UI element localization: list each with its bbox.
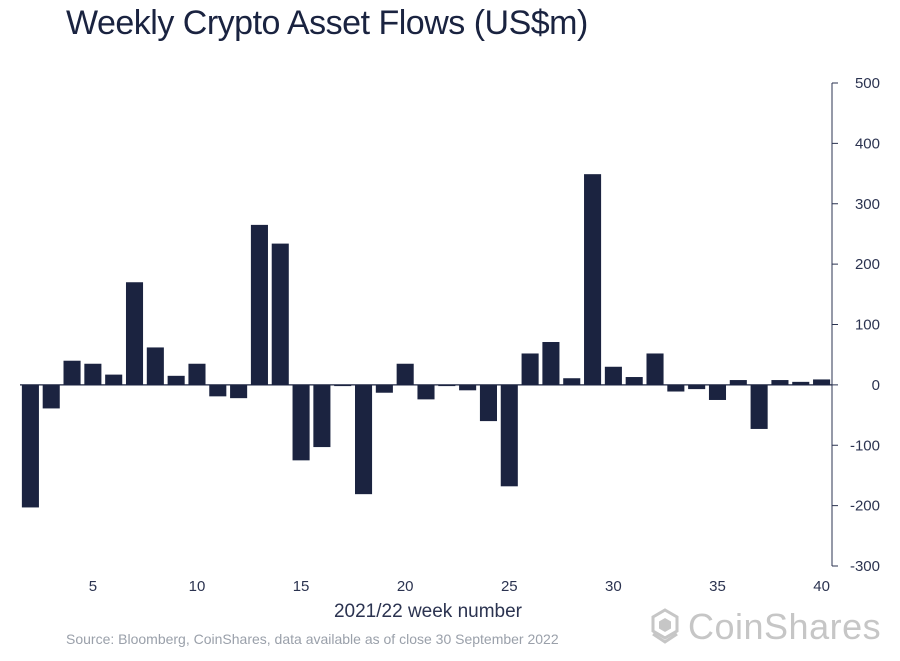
y-tick-label: 100 (855, 317, 880, 334)
bar-week-18 (355, 384, 373, 495)
bar-week-2 (21, 384, 39, 508)
source-note: Source: Bloomberg, CoinShares, data avai… (66, 631, 559, 647)
bar-week-20 (396, 363, 414, 385)
bar-week-34 (688, 384, 706, 390)
bar-week-29 (584, 174, 602, 385)
bar-week-26 (521, 353, 539, 385)
y-tick-label: -100 (850, 437, 880, 454)
bar-week-5 (84, 363, 102, 385)
bar-week-36 (729, 380, 747, 385)
bar-week-12 (230, 384, 248, 399)
bar-week-21 (417, 384, 435, 400)
bar-week-35 (708, 384, 727, 400)
x-tick-label: 10 (189, 578, 206, 595)
bar-week-40 (813, 379, 831, 385)
bar-week-38 (771, 380, 789, 385)
x-tick-label: 35 (709, 578, 726, 595)
x-tick-label: 20 (397, 578, 414, 595)
y-tick-label: 300 (855, 196, 880, 213)
bar-week-25 (500, 384, 518, 487)
bar-week-7 (125, 282, 144, 385)
x-tick-label: 15 (293, 578, 310, 595)
bar-week-8 (146, 347, 164, 385)
y-tick-label: 500 (855, 75, 880, 92)
bar-week-31 (625, 377, 643, 385)
coinshares-logo: CoinShares (648, 606, 881, 648)
y-tick-label: 200 (855, 256, 880, 273)
coinshares-logo-icon (651, 608, 679, 644)
bar-week-39 (792, 381, 810, 385)
bar-week-16 (313, 384, 331, 448)
bar-week-33 (667, 384, 685, 392)
bar-week-30 (604, 366, 622, 385)
bar-week-22 (438, 384, 456, 387)
bar-week-3 (42, 384, 60, 409)
y-tick-label: 0 (872, 377, 880, 394)
x-axis: 5 10 15 20 25 30 35 40 (89, 578, 830, 595)
y-tick-label: -200 (850, 498, 880, 515)
bar-week-11 (209, 384, 227, 397)
bar-week-14 (271, 243, 289, 385)
x-tick-label: 5 (89, 578, 97, 595)
x-tick-label: 25 (501, 578, 518, 595)
bar-week-17 (334, 384, 352, 387)
bar-week-10 (188, 363, 206, 385)
bar-week-27 (542, 342, 560, 385)
bar-week-19 (375, 384, 393, 393)
y-tick-label: -300 (850, 558, 880, 575)
y-axis: 500 400 300 200 100 0 -100 -200 -300 (831, 75, 880, 575)
bar-week-23 (459, 384, 477, 391)
bar-week-9 (167, 375, 185, 385)
bar-week-24 (479, 384, 497, 422)
bar-week-4 (63, 360, 81, 385)
bar-week-13 (250, 224, 268, 385)
y-tick-label: 400 (855, 135, 880, 152)
chart-title: Weekly Crypto Asset Flows (US$m) (66, 4, 588, 42)
bar-week-6 (105, 374, 123, 385)
x-tick-label: 40 (813, 578, 830, 595)
bar-week-32 (646, 353, 664, 385)
x-tick-label: 30 (605, 578, 622, 595)
bar-week-37 (750, 384, 768, 429)
logo-text: CoinShares (688, 606, 882, 647)
x-axis-label: 2021/22 week number (334, 601, 523, 622)
bar-week-28 (563, 378, 581, 385)
bar-week-15 (292, 384, 310, 461)
bars-group (21, 174, 831, 508)
